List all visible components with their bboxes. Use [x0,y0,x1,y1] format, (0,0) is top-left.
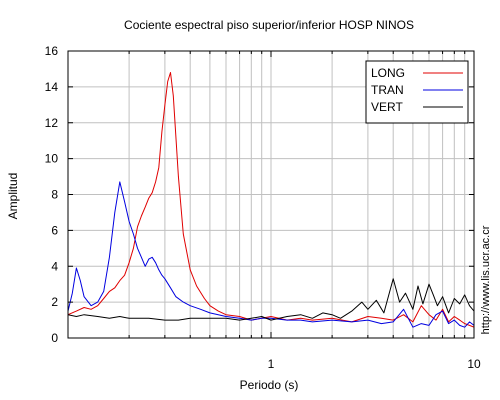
x-axis-label: Periodo (s) [240,378,299,392]
y-tick-label: 14 [45,80,59,94]
y-tick-label: 10 [45,152,59,166]
y-tick-label: 16 [45,44,59,58]
y-tick-label: 6 [51,223,58,237]
credit-url: http://www.lis.ucr.ac.cr [480,225,492,334]
y-axis-label: Amplitud [6,173,20,220]
legend-label-long: LONG [371,66,405,80]
y-tick-label: 4 [51,259,58,273]
series-line-long [68,72,474,328]
series-group [68,72,474,328]
chart-title: Cociente espectral piso superior/inferio… [124,18,414,32]
y-tick-label: 8 [51,188,58,202]
legend-box [365,60,469,124]
legend-label-vert: VERT [371,100,403,114]
y-tick-label: 12 [45,116,59,130]
axis-ticks: 0 2 4 6 8 10 12 14 16 1 10 [45,44,481,371]
y-tick-label: 2 [51,295,58,309]
series-line-tran [68,181,474,328]
y-tick-label: 0 [51,331,58,345]
x-tick-label: 10 [467,357,481,371]
legend-label-tran: TRAN [371,83,404,97]
legend: LONG TRAN VERT [365,60,469,124]
series-line-vert [68,278,474,321]
x-tick-label: 1 [268,357,275,371]
